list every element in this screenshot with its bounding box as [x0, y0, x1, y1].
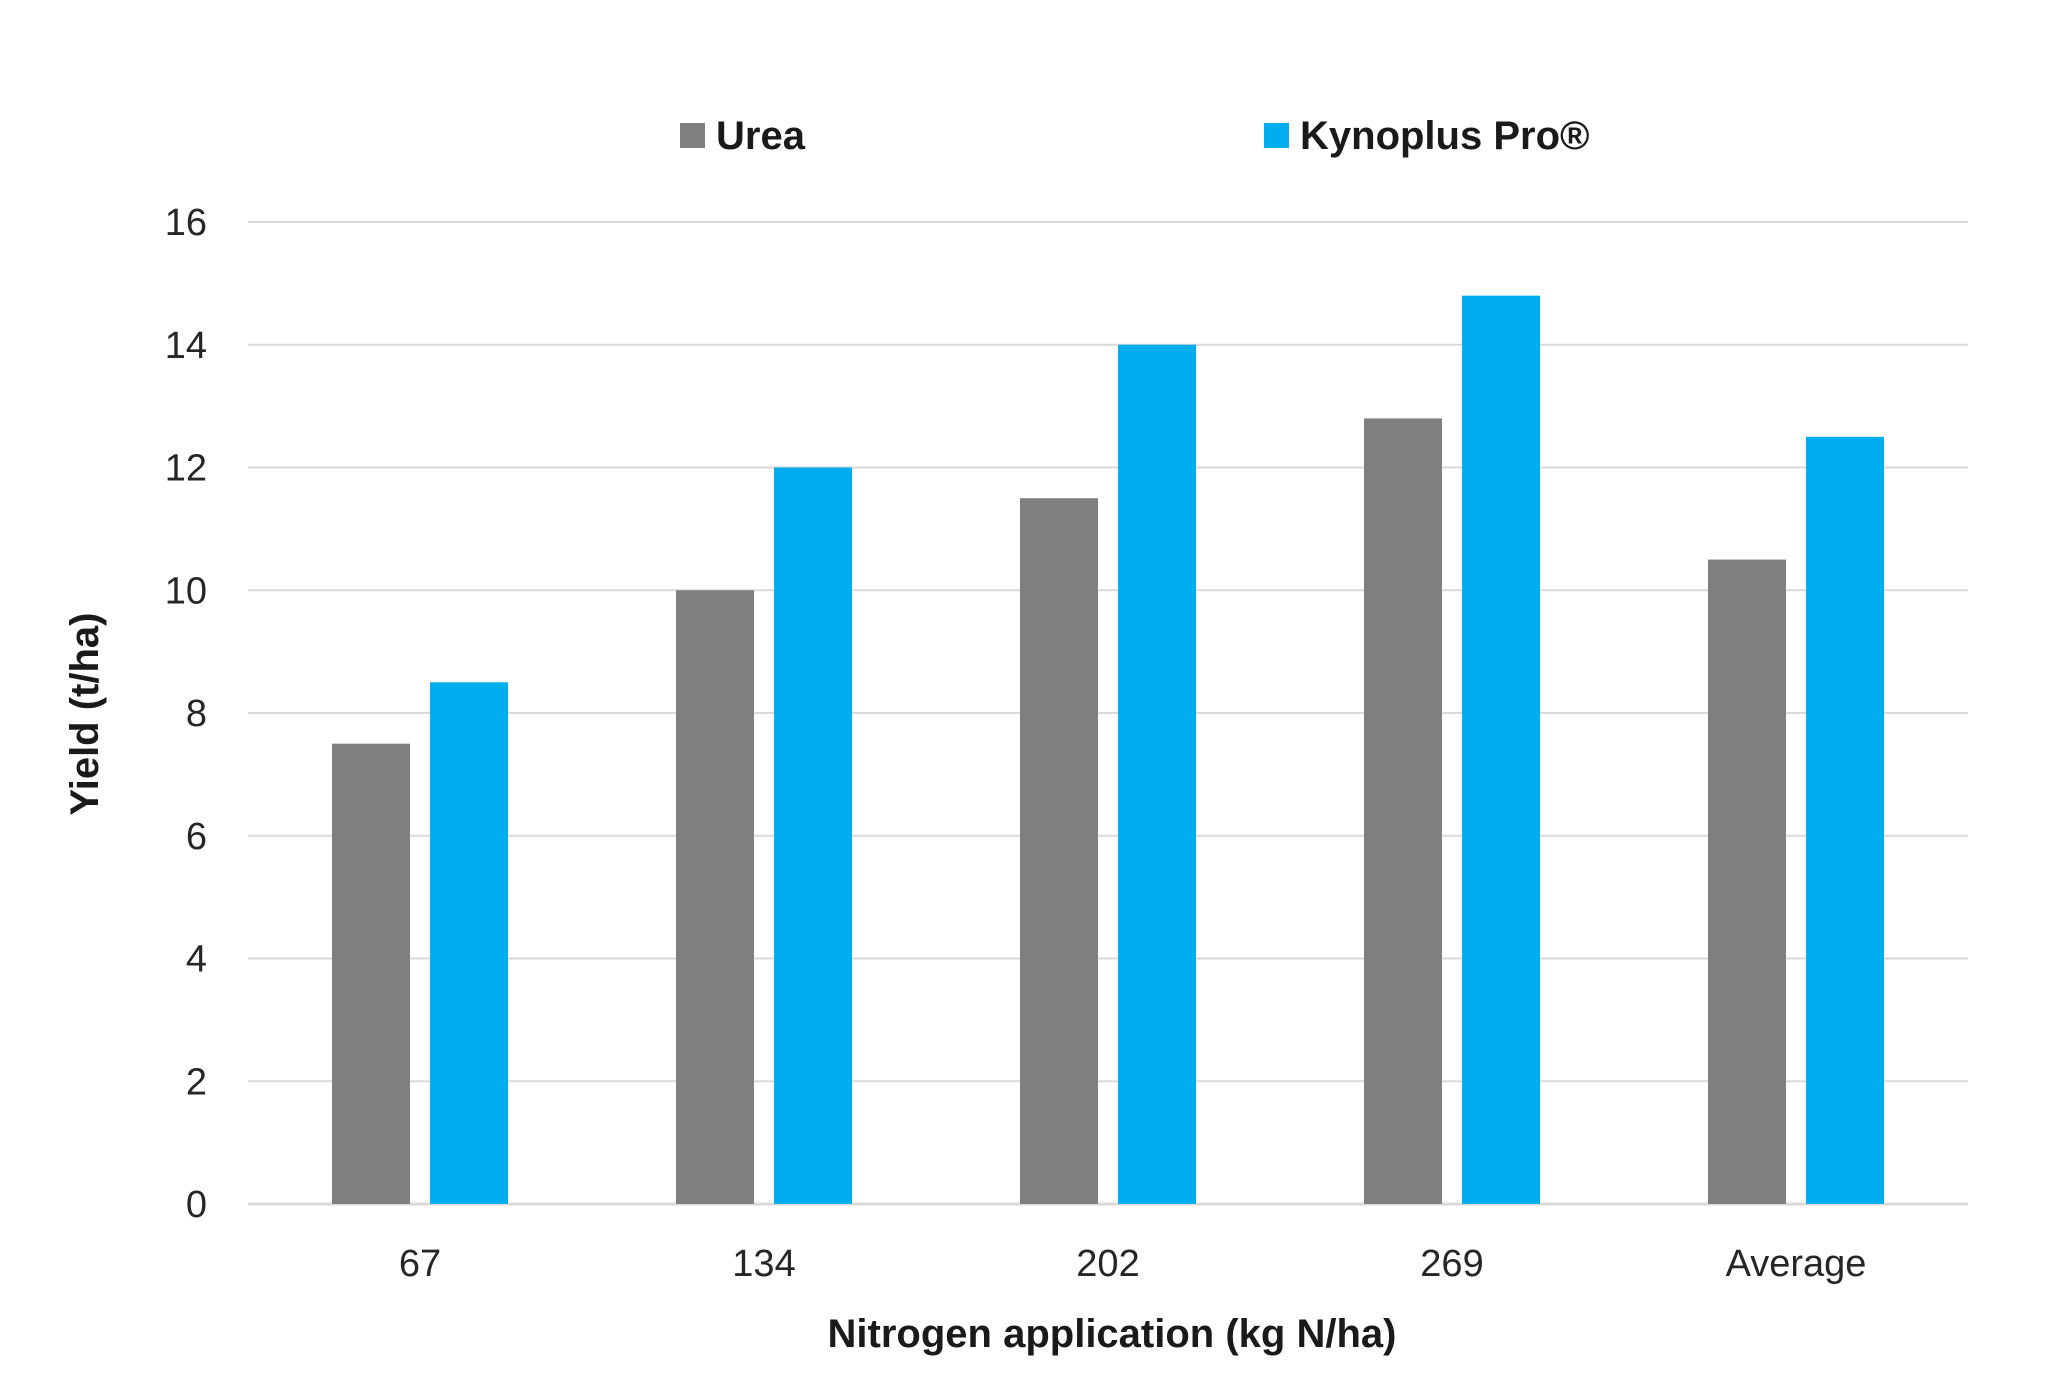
y-tick-label: 4 — [186, 939, 207, 981]
bar-kynoplus-pro-269 — [1462, 295, 1540, 1204]
bar-urea-67 — [332, 743, 410, 1204]
y-axis-ticks: 0 2 4 6 8 10 12 14 16 — [165, 202, 207, 1226]
legend-swatch — [680, 123, 705, 148]
bar-kynoplus-pro-67 — [430, 682, 508, 1204]
bar-kynoplus-pro-134 — [774, 467, 852, 1204]
bar-urea-134 — [676, 590, 754, 1204]
y-tick-label: 10 — [165, 570, 207, 612]
y-tick-label: 14 — [165, 325, 207, 367]
legend: Urea Kynoplus Pro® — [680, 114, 1590, 158]
bar-kynoplus-pro-average — [1806, 436, 1884, 1204]
legend-swatch — [1264, 123, 1289, 148]
bar-urea-202 — [1020, 498, 1098, 1204]
y-axis-title: Yield (t/ha) — [63, 613, 107, 816]
bar-urea-269 — [1364, 418, 1442, 1204]
bars — [332, 295, 1884, 1204]
x-tick-label: Average — [1726, 1243, 1867, 1285]
x-tick-label: 202 — [1076, 1243, 1139, 1285]
legend-label: Urea — [716, 114, 806, 158]
bar-urea-average — [1708, 559, 1786, 1204]
x-axis-title: Nitrogen application (kg N/ha) — [828, 1312, 1397, 1356]
y-tick-label: 12 — [165, 448, 207, 490]
y-tick-label: 8 — [186, 693, 207, 735]
legend-label: Kynoplus Pro® — [1300, 114, 1590, 158]
y-tick-label: 2 — [186, 1061, 207, 1103]
gridlines — [248, 221, 1968, 1206]
x-tick-label: 67 — [399, 1243, 441, 1285]
x-tick-label: 134 — [732, 1243, 795, 1285]
y-tick-label: 6 — [186, 816, 207, 858]
x-tick-label: 269 — [1420, 1243, 1483, 1285]
y-tick-label: 0 — [186, 1184, 207, 1226]
y-tick-label: 16 — [165, 202, 207, 244]
x-axis-ticks: 67 134 202 269 Average — [399, 1243, 1867, 1285]
bar-kynoplus-pro-202 — [1118, 344, 1196, 1204]
